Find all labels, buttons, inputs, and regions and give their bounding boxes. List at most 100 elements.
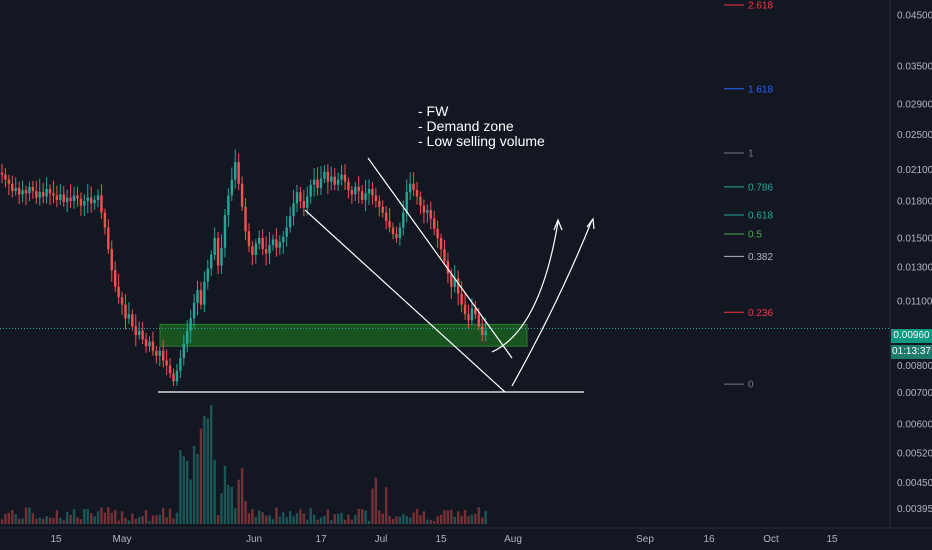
volume-bar	[357, 508, 360, 524]
fib-level-label: 0.786	[748, 182, 773, 193]
volume-bar	[450, 509, 453, 524]
candle-body	[117, 286, 120, 298]
candle-body	[306, 196, 309, 208]
volume-bar	[110, 512, 113, 524]
candle-body	[179, 358, 182, 371]
projection-arrow-2	[511, 219, 593, 387]
candle-body	[21, 190, 24, 195]
candle-body	[168, 365, 172, 374]
fib-level-label: 0.618	[748, 211, 773, 222]
candlesticks	[0, 149, 487, 387]
volume-bar	[456, 511, 460, 524]
price-tick-label: 0.00700	[897, 388, 932, 399]
candle-body	[131, 314, 134, 327]
candle-body	[182, 343, 185, 359]
volume-bar	[343, 519, 347, 524]
candle-body	[316, 179, 319, 188]
candle-body	[446, 260, 450, 274]
candle-body	[17, 187, 21, 195]
candle-body	[189, 318, 192, 331]
volume-bar	[230, 486, 234, 524]
projection-arrowhead-2	[586, 217, 595, 230]
volume-bar	[182, 456, 185, 524]
candle-body	[477, 314, 480, 327]
volume-bar	[340, 512, 343, 524]
candle-body	[450, 273, 453, 287]
volume-bar	[148, 520, 151, 524]
volume-bar	[467, 516, 470, 524]
price-tick-label: 0.01100	[897, 296, 932, 307]
time-axis[interactable]: 15 May Jun 17 Jul 15 Aug Sep 16 Oct 15	[0, 527, 932, 545]
price-axis[interactable]: 0.04500 0.03500 0.02900 0.02500 0.02100 0.018…	[889, 0, 932, 528]
candle-body	[230, 179, 234, 196]
demand-zone-layer	[159, 323, 528, 347]
candle-body	[55, 195, 59, 200]
volume-bar	[203, 415, 206, 524]
volume-bar	[234, 508, 237, 524]
volume-bar	[17, 518, 21, 524]
volume-bar	[477, 507, 480, 524]
volume-bar	[134, 518, 137, 524]
candle-body	[151, 341, 155, 351]
volume-bar	[38, 517, 41, 524]
candle-body	[196, 290, 199, 303]
time-tick-label: Sep	[636, 534, 654, 545]
volume-bars	[0, 405, 487, 524]
candle-body	[28, 186, 31, 194]
volume-bar	[31, 513, 35, 524]
price-tick-label: 0.00520	[897, 448, 932, 459]
candle-body	[59, 194, 62, 200]
candle-body	[264, 249, 268, 254]
candle-body	[357, 186, 360, 192]
candle-body	[340, 174, 343, 180]
candle-body	[52, 193, 55, 196]
volume-bar	[141, 516, 144, 524]
annotation-line-3: - Low selling volume	[418, 133, 545, 149]
volume-bar	[138, 517, 141, 524]
candle-body	[347, 181, 350, 191]
candle-body	[62, 194, 65, 203]
volume-bar	[52, 517, 55, 524]
candle-body	[127, 314, 131, 319]
candle-body	[206, 268, 209, 282]
volume-bar	[11, 510, 14, 524]
candle-body	[323, 171, 326, 179]
candle-body	[155, 350, 158, 356]
candle-body	[223, 215, 227, 248]
volume-bar	[323, 516, 326, 524]
volume-bar	[446, 510, 450, 524]
fib-level-label: 0.382	[748, 252, 773, 263]
volume-bar	[261, 512, 264, 524]
candle-body	[299, 192, 302, 202]
volume-bar	[76, 517, 79, 524]
volume-bar	[460, 515, 463, 524]
candle-body	[148, 341, 151, 347]
volume-bar	[336, 513, 340, 524]
candle-body	[11, 183, 14, 192]
volume-bar	[275, 507, 278, 524]
fib-level-label: 1	[748, 149, 754, 160]
candle-body	[244, 206, 247, 232]
candle-body	[158, 350, 161, 356]
candle-body	[100, 195, 103, 213]
fib-level-label: 1.618	[748, 84, 773, 95]
volume-bar	[247, 513, 251, 524]
candle-body	[14, 187, 17, 192]
volume-bar	[206, 418, 209, 524]
volume-bar	[213, 459, 216, 524]
candle-body	[360, 191, 364, 200]
volume-bar	[295, 513, 299, 524]
volume-bar	[41, 518, 45, 524]
volume-bar	[347, 514, 350, 524]
volume-bar	[120, 511, 124, 524]
volume-bar	[103, 512, 107, 524]
candle-body	[374, 195, 378, 202]
volume-bar	[172, 518, 175, 524]
candle-body	[285, 227, 288, 237]
candle-body	[275, 239, 278, 248]
volume-bar	[422, 511, 426, 524]
candle-body	[134, 326, 137, 335]
annotation-note[interactable]: - FW - Demand zone - Low selling volume	[418, 104, 545, 149]
volume-bar	[162, 507, 165, 524]
